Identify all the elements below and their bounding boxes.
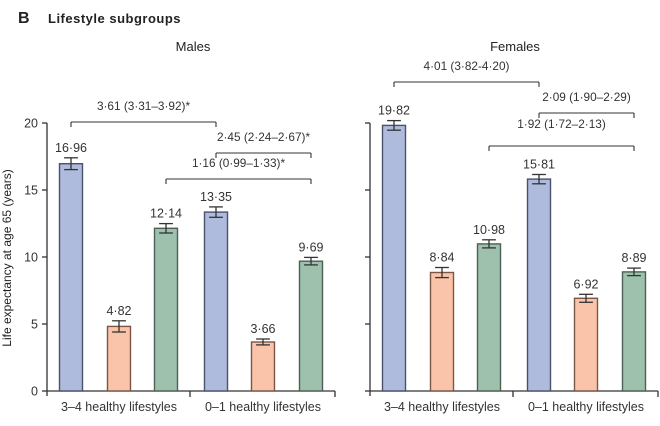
- svg-text:15·81: 15·81: [523, 158, 555, 172]
- svg-text:10·98: 10·98: [473, 223, 505, 237]
- svg-text:0–1 healthy lifestyles: 0–1 healthy lifestyles: [528, 400, 644, 414]
- svg-text:0: 0: [31, 384, 38, 398]
- svg-text:1·16 (0·99–1·33)*: 1·16 (0·99–1·33)*: [192, 156, 286, 170]
- svg-text:1·92 (1·72–2·13): 1·92 (1·72–2·13): [517, 117, 606, 131]
- svg-text:13·35: 13·35: [200, 190, 232, 204]
- svg-text:6·92: 6·92: [573, 277, 598, 291]
- svg-text:5: 5: [31, 317, 38, 331]
- svg-text:2·45 (2·24–2·67)*: 2·45 (2·24–2·67)*: [217, 130, 311, 144]
- svg-text:3–4 healthy lifestyles: 3–4 healthy lifestyles: [61, 400, 177, 414]
- svg-text:8·84: 8·84: [429, 251, 454, 265]
- svg-text:15: 15: [24, 183, 38, 197]
- svg-text:12·14: 12·14: [150, 207, 182, 221]
- svg-text:3–4 healthy lifestyles: 3–4 healthy lifestyles: [384, 400, 500, 414]
- svg-text:8·89: 8·89: [621, 251, 646, 265]
- svg-text:19·82: 19·82: [378, 104, 410, 118]
- svg-text:2·09 (1·90–2·29): 2·09 (1·90–2·29): [542, 90, 631, 104]
- svg-text:3·66: 3·66: [250, 322, 275, 336]
- svg-text:0–1 healthy lifestyles: 0–1 healthy lifestyles: [205, 400, 321, 414]
- svg-text:16·96: 16·96: [55, 141, 87, 155]
- svg-text:4·01 (3·82-4·20): 4·01 (3·82-4·20): [424, 59, 510, 73]
- svg-text:4·82: 4·82: [106, 304, 131, 318]
- svg-text:9·69: 9·69: [298, 240, 323, 254]
- svg-text:10: 10: [24, 250, 38, 264]
- svg-text:3·61 (3·31–3·92)*: 3·61 (3·31–3·92)*: [97, 99, 191, 113]
- svg-text:20: 20: [24, 116, 38, 130]
